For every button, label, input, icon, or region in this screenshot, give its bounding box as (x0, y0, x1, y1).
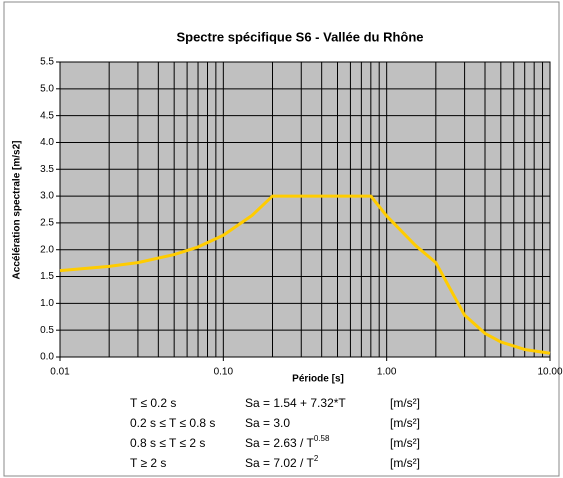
formula-condition: 0.8 s ≤ T ≤ 2 s (130, 436, 205, 450)
formula-unit: [m/s²] (390, 416, 420, 430)
formula: Sa = 2.63 / T0.58 (245, 434, 330, 450)
x-tick-label: 0.01 (50, 367, 70, 378)
y-tick-label: 2.0 (40, 244, 54, 255)
formula-text: Sa = 3.0 (245, 416, 290, 430)
formula-text: Sa = 1.54 + 7.32*T (245, 396, 346, 410)
y-tick-label: 0.5 (40, 325, 54, 336)
y-tick-label: 1.0 (40, 298, 54, 309)
y-tick-label: 3.5 (40, 164, 54, 175)
data-line (59, 194, 551, 355)
formula-unit: [m/s²] (390, 456, 420, 470)
formula-condition: 0.2 s ≤ T ≤ 0.8 s (130, 416, 215, 430)
chart-title: Spectre spécifique S6 - Vallée du Rhône (176, 29, 423, 44)
formula: Sa = 1.54 + 7.32*T (245, 396, 346, 410)
plot-area (59, 61, 551, 358)
x-tick-label: 1.00 (377, 367, 397, 378)
y-tick-label: 0.0 (40, 352, 54, 363)
formula-text: Sa = 7.02 / T (245, 456, 314, 470)
formula-unit: [m/s²] (390, 436, 420, 450)
y-tick-label: 2.5 (40, 218, 54, 229)
y-tick-label: 3.0 (40, 191, 54, 202)
y-tick-label: 4.0 (40, 137, 54, 148)
y-tick-label: 5.5 (40, 57, 54, 68)
x-tick-label: 0.10 (214, 367, 234, 378)
y-tick-label: 4.5 (40, 110, 54, 121)
x-tick-label: 10.00 (537, 367, 562, 378)
formula-condition: T ≤ 0.2 s (130, 396, 176, 410)
y-tick-label: 1.5 (40, 271, 54, 282)
formula-exponent: 2 (314, 454, 319, 463)
formula-condition: T ≥ 2 s (130, 456, 166, 470)
formula: Sa = 7.02 / T2 (245, 454, 319, 470)
formula-exponent: 0.58 (314, 434, 330, 443)
x-axis-title: Période [s] (292, 374, 344, 385)
formula-unit: [m/s²] (390, 396, 420, 410)
y-axis-title: Accélération spectrale [m/s2] (12, 141, 23, 280)
y-tick-label: 5.0 (40, 83, 54, 94)
formula: Sa = 3.0 (245, 416, 290, 430)
formula-text: Sa = 2.63 / T (245, 436, 314, 450)
